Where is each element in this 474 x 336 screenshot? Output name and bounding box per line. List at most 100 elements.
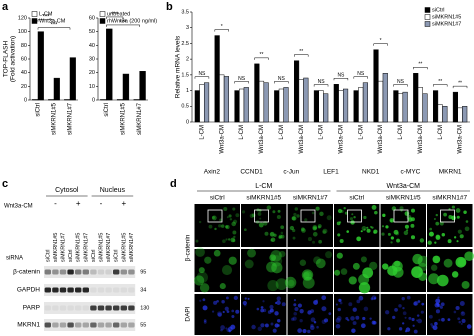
- blot-band: [82, 287, 89, 293]
- cell: [217, 311, 223, 317]
- cell: [198, 267, 205, 274]
- bar: [393, 90, 399, 123]
- cell: [269, 304, 274, 310]
- lane-label: siMKRN1#5: [76, 233, 82, 262]
- micrograph: [241, 249, 287, 292]
- cell: [436, 274, 449, 287]
- cell: [382, 213, 386, 218]
- cell: [418, 262, 428, 272]
- cell: [410, 208, 416, 213]
- cell: [244, 228, 247, 232]
- cell: [269, 308, 274, 313]
- cell: [433, 217, 436, 221]
- bar: [199, 84, 205, 123]
- bar: [313, 90, 320, 123]
- cell: [432, 325, 438, 331]
- cell: [412, 253, 423, 265]
- cell: [403, 230, 409, 236]
- cell: [335, 323, 341, 329]
- cell: [398, 327, 403, 331]
- cell: [460, 322, 463, 325]
- cell: [256, 307, 260, 311]
- cell: [313, 256, 321, 265]
- cell: [276, 214, 281, 220]
- cell: [439, 305, 443, 309]
- blot-band: [97, 322, 105, 328]
- cell: [307, 237, 312, 242]
- x-tick-label: L-CM: [200, 125, 206, 140]
- cell: [455, 256, 467, 268]
- cell: [312, 240, 316, 244]
- cell: [340, 268, 348, 275]
- cell: [280, 225, 285, 230]
- cell: [401, 296, 405, 301]
- mw-marker: 34: [140, 287, 146, 293]
- panel-label: b: [166, 1, 173, 13]
- cell: [413, 301, 418, 306]
- cell: [280, 231, 284, 235]
- cell: [220, 224, 225, 228]
- cell: [455, 305, 460, 311]
- cell: [289, 225, 295, 231]
- bar: [203, 82, 210, 123]
- cell: [272, 328, 277, 333]
- cell: [233, 295, 238, 301]
- row-label: DAPI: [185, 306, 192, 321]
- cell: [439, 221, 444, 226]
- cell: [460, 311, 466, 316]
- cell: [247, 248, 256, 258]
- treatment-label: Wnt3a-CM: [4, 204, 33, 210]
- cell: [366, 226, 369, 229]
- lane-label: siMKRN1#7: [129, 233, 135, 262]
- cell: [313, 300, 318, 305]
- significance-bracket: [106, 24, 140, 27]
- significance: NS: [238, 76, 246, 82]
- x-tick-label: L-CM: [279, 125, 285, 140]
- cell: [318, 239, 323, 244]
- significance-bracket: [37, 19, 55, 22]
- cell: [363, 306, 369, 312]
- bar: [457, 107, 463, 123]
- cell: [264, 231, 269, 236]
- cell: [199, 299, 202, 302]
- significance-bracket: [393, 84, 408, 87]
- cell: [228, 329, 231, 333]
- cell: [362, 316, 366, 321]
- cell: [457, 317, 461, 321]
- blot-band: [128, 322, 135, 328]
- panel-label: d: [170, 178, 177, 190]
- legend-swatch: [424, 21, 431, 27]
- blot-band: [52, 287, 59, 293]
- blot-band: [75, 305, 82, 311]
- x-tick-label: siMKRN1#5: [121, 102, 127, 135]
- cell: [275, 278, 288, 291]
- cell: [204, 256, 212, 264]
- cell: [361, 226, 367, 231]
- blot-strip: [44, 284, 136, 296]
- cell: [315, 258, 326, 269]
- row-label: β-catenin: [185, 234, 192, 261]
- mw-marker: 55: [140, 322, 146, 328]
- cell: [382, 263, 389, 270]
- significance-bracket: [313, 84, 329, 87]
- cell: [370, 297, 374, 301]
- significance: NS: [397, 79, 405, 85]
- cell: [242, 300, 247, 306]
- cell: [435, 221, 440, 226]
- cell: [313, 226, 318, 230]
- legend-label: L-CM: [39, 11, 53, 17]
- treatment-sign: +: [76, 199, 81, 208]
- legend-label: siCtrl: [432, 7, 445, 13]
- cell: [404, 316, 407, 319]
- blot-band: [44, 322, 51, 328]
- cell: [451, 271, 459, 278]
- lane-label: siMKRN1#5: [121, 233, 127, 262]
- cell: [429, 227, 433, 231]
- group-label: Axin2: [204, 169, 221, 176]
- group-label: NKD1: [362, 169, 380, 176]
- bar: [254, 63, 260, 123]
- cell: [199, 283, 210, 293]
- cell: [310, 325, 315, 331]
- y-tick-label: 0.5: [181, 104, 189, 110]
- cell: [299, 309, 304, 314]
